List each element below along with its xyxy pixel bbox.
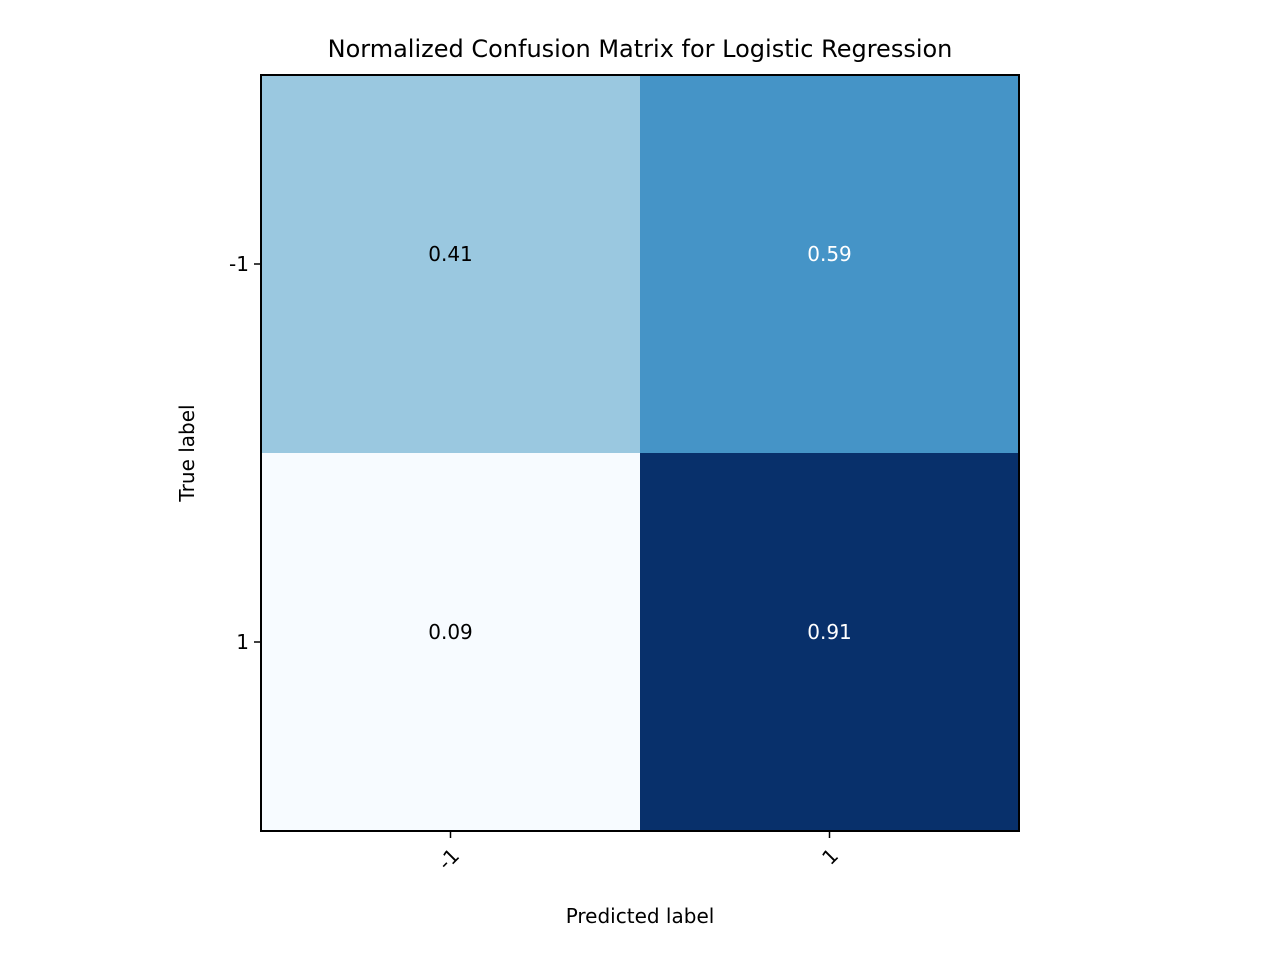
x-axis-label: Predicted label — [566, 904, 715, 928]
heatmap-cell — [640, 453, 1019, 831]
chart-title: Normalized Confusion Matrix for Logistic… — [328, 35, 953, 63]
y-tick-label: -1 — [229, 252, 249, 276]
y-axis-ticks: -1 1 — [229, 252, 261, 654]
y-tick-label: 1 — [236, 630, 249, 654]
heatmap-cell — [261, 75, 640, 453]
heatmap-cells — [261, 75, 1019, 831]
heatmap-cell — [261, 453, 640, 831]
cell-value-label: 0.09 — [428, 620, 473, 644]
cell-value-label: 0.59 — [807, 242, 852, 266]
heatmap-cell-labels: 0.41 0.59 0.09 0.91 — [428, 242, 852, 644]
heatmap-cell — [640, 75, 1019, 453]
plot-frame — [260, 74, 1020, 832]
y-axis-label: True label — [175, 404, 199, 502]
cell-value-label: 0.41 — [428, 242, 473, 266]
cell-value-label: 0.91 — [807, 620, 852, 644]
